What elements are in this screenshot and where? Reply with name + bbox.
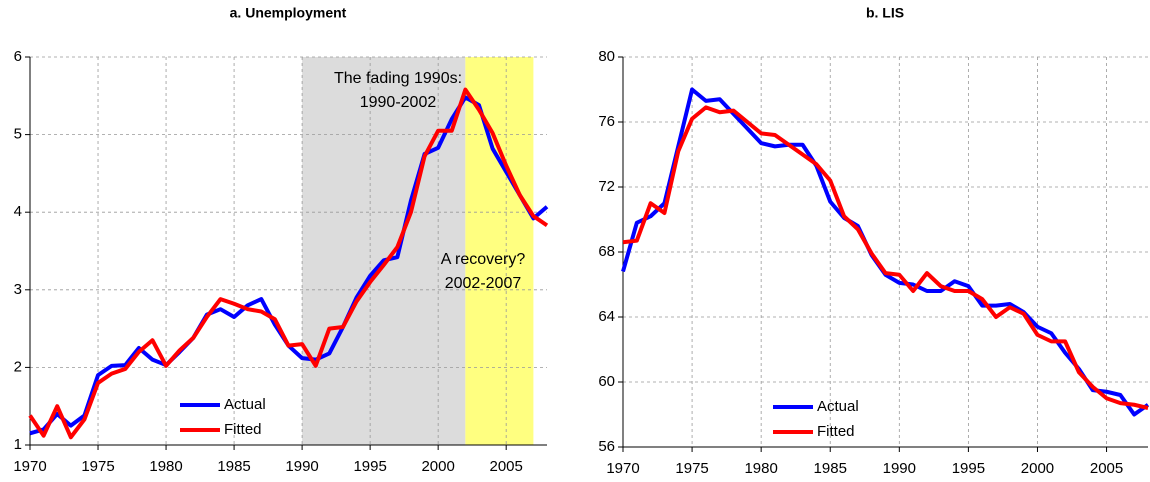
shaded-region	[465, 57, 534, 445]
y-tick-label: 6	[14, 48, 22, 65]
x-tick-label: 2005	[1090, 460, 1123, 477]
y-tick-label: 80	[598, 48, 615, 65]
x-tick-label: 1995	[353, 458, 386, 475]
annotation: 1990-2002	[360, 94, 437, 111]
x-tick-label: 1980	[744, 460, 777, 477]
y-tick-label: 60	[598, 373, 615, 390]
data-line	[622, 105, 1149, 410]
x-tick-label: 2000	[421, 458, 454, 475]
annotation: 2002-2007	[445, 275, 522, 292]
y-tick-label: 5	[14, 126, 22, 143]
x-tick-label: 1995	[952, 460, 985, 477]
chart-title: a. Unemployment	[230, 5, 347, 21]
legend-label: Fitted	[817, 423, 855, 440]
y-tick-label: 4	[14, 203, 22, 220]
x-tick-label: 2005	[489, 458, 522, 475]
x-tick-label: 1980	[149, 458, 182, 475]
y-tick-label: 56	[598, 438, 615, 455]
y-tick-label: 68	[598, 243, 615, 260]
y-tick-label: 1	[14, 436, 22, 453]
chart-title: b. LIS	[866, 5, 904, 21]
annotation: A recovery?	[441, 251, 526, 268]
x-tick-label: 1985	[814, 460, 847, 477]
y-tick-label: 72	[598, 178, 615, 195]
x-tick-label: 1990	[883, 460, 916, 477]
legend-label: Actual	[224, 396, 266, 413]
data-line	[28, 87, 549, 440]
x-tick-label: 2000	[1021, 460, 1054, 477]
x-tick-label: 1990	[285, 458, 318, 475]
y-tick-label: 2	[14, 358, 22, 375]
x-tick-label: 1970	[13, 458, 46, 475]
y-tick-label: 3	[14, 281, 22, 298]
y-tick-label: 64	[598, 308, 615, 325]
x-tick-label: 1975	[675, 460, 708, 477]
legend-label: Actual	[817, 398, 859, 415]
x-tick-label: 1985	[217, 458, 250, 475]
legend-label: Fitted	[224, 421, 262, 438]
x-tick-label: 1970	[606, 460, 639, 477]
y-tick-label: 76	[598, 113, 615, 130]
annotation: The fading 1990s:	[334, 70, 462, 87]
x-tick-label: 1975	[81, 458, 114, 475]
